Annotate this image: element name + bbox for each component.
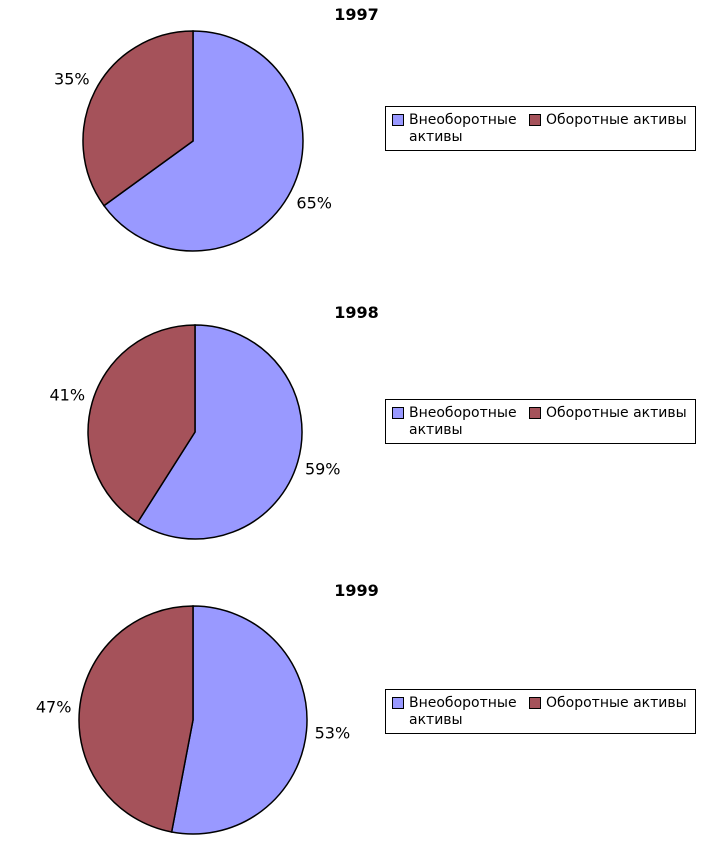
legend-entry-vneoborotnye: Внеоборотные активы	[392, 695, 529, 733]
chart-title-1997: 1997	[334, 5, 379, 24]
pie-slice-oborotnye-aktivy-1997	[82, 30, 194, 207]
legend-entry-oborotnye: Оборотные активы	[529, 695, 687, 733]
data-label-1999-oborotnye: 47%	[35, 697, 72, 717]
legend-swatch-oborotnye-icon	[529, 697, 541, 709]
legend-1997: Внеоборотные активы Оборотные активы	[385, 106, 696, 151]
legend-label-vneoborotnye: Внеоборотные активы	[409, 405, 517, 438]
legend-entry-oborotnye: Оборотные активы	[529, 112, 687, 150]
legend-label-oborotnye: Оборотные активы	[546, 112, 687, 128]
legend-label-oborotnye: Оборотные активы	[546, 405, 687, 421]
legend-label-vneoborotnye: Внеоборотные активы	[409, 695, 517, 728]
legend-entry-vneoborotnye: Внеоборотные активы	[392, 112, 529, 150]
legend-swatch-oborotnye-icon	[529, 407, 541, 419]
chart-title-1998: 1998	[334, 303, 379, 322]
legend-label-oborotnye: Оборотные активы	[546, 695, 687, 711]
legend-swatch-oborotnye-icon	[529, 114, 541, 126]
legend-entry-oborotnye: Оборотные активы	[529, 405, 687, 443]
chart-title-1999: 1999	[334, 581, 379, 600]
pie-slice-vneoborotnye-aktivy-1997	[102, 30, 304, 252]
legend-1998: Внеоборотные активы Оборотные активы	[385, 399, 696, 444]
data-label-1999-vneoborotnye: 53%	[314, 723, 351, 743]
legend-swatch-vneoborotnye-icon	[392, 697, 404, 709]
pie-slice-vneoborotnye-aktivy-1999	[170, 605, 308, 835]
legend-swatch-vneoborotnye-icon	[392, 407, 404, 419]
legend-entry-vneoborotnye: Внеоборотные активы	[392, 405, 529, 443]
data-label-1997-vneoborotnye: 65%	[296, 193, 332, 213]
data-label-1997-oborotnye: 35%	[54, 69, 90, 89]
data-label-1998-oborotnye: 41%	[49, 385, 86, 405]
legend-1999: Внеоборотные активы Оборотные активы	[385, 689, 696, 734]
legend-swatch-vneoborotnye-icon	[392, 114, 404, 126]
pie-slice-oborotnye-aktivy-1998	[87, 324, 196, 524]
legend-label-vneoborotnye: Внеоборотные активы	[409, 112, 517, 145]
pie-slice-vneoborotnye-aktivy-1998	[136, 324, 303, 540]
pie-slice-oborotnye-aktivy-1999	[78, 605, 194, 833]
data-label-1998-vneoborotnye: 59%	[304, 459, 341, 479]
